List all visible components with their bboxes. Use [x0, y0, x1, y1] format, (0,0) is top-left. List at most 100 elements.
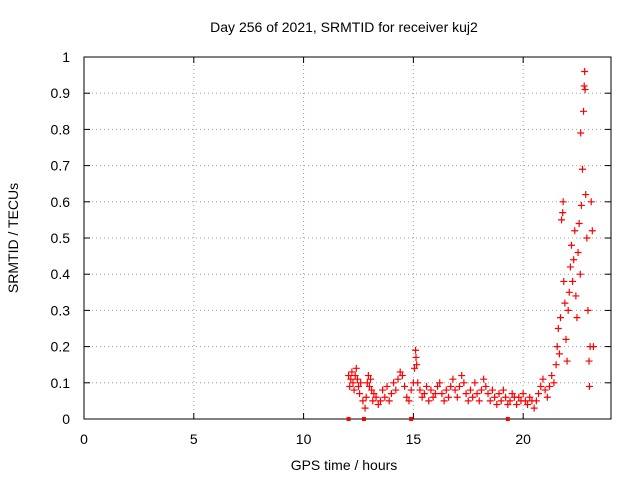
data-point	[451, 386, 459, 394]
data-point	[460, 379, 468, 387]
data-point	[420, 390, 428, 398]
data-point	[558, 216, 566, 224]
x-tick-label: 10	[296, 431, 312, 447]
data-point	[499, 386, 507, 394]
y-tick-label: 0.3	[51, 302, 71, 318]
data-point	[539, 375, 547, 383]
data-point	[473, 390, 481, 398]
y-tick-label: 1	[62, 49, 70, 65]
data-point	[376, 397, 384, 405]
data-point	[569, 277, 577, 285]
data-point	[410, 364, 418, 372]
data-point	[548, 372, 556, 380]
y-tick-label: 0.7	[51, 158, 71, 174]
data-point	[357, 379, 365, 387]
data-point	[502, 393, 510, 401]
data-point	[414, 379, 422, 387]
data-point	[541, 386, 549, 394]
data-point	[362, 393, 370, 401]
data-point	[349, 379, 357, 387]
chart-title: Day 256 of 2021, SRMTID for receiver kuj…	[210, 19, 478, 35]
data-point	[583, 234, 591, 242]
data-point	[466, 386, 474, 394]
data-point	[493, 401, 501, 409]
data-point	[352, 364, 360, 372]
axis-marker	[409, 417, 414, 421]
data-point	[576, 270, 584, 278]
data-point	[532, 397, 540, 405]
data-point	[398, 372, 406, 380]
data-point	[552, 361, 560, 369]
data-point	[559, 209, 567, 217]
x-axis-label: GPS time / hours	[291, 457, 398, 473]
data-point	[588, 227, 596, 235]
y-tick-label: 0.8	[51, 121, 71, 137]
data-point	[513, 401, 521, 409]
data-point	[438, 390, 446, 398]
data-point	[412, 346, 420, 354]
data-point	[434, 382, 442, 390]
data-point	[567, 241, 575, 249]
data-point	[396, 368, 404, 376]
axis-markers	[346, 417, 510, 421]
data-point	[497, 397, 505, 405]
data-point	[436, 379, 444, 387]
data-point	[431, 390, 439, 398]
data-point	[405, 397, 413, 405]
data-point	[546, 382, 554, 390]
data-point	[462, 390, 470, 398]
data-point	[577, 129, 585, 137]
data-point	[580, 82, 588, 90]
data-point	[440, 397, 448, 405]
data-point	[543, 393, 551, 401]
data-point	[392, 386, 400, 394]
data-point	[383, 382, 391, 390]
data-point	[526, 393, 534, 401]
data-point	[416, 386, 424, 394]
data-point	[537, 382, 545, 390]
data-point	[413, 361, 421, 369]
data-point	[407, 386, 415, 394]
y-tick-label: 0.5	[51, 230, 71, 246]
data-point	[363, 379, 371, 387]
y-tick-label: 0.1	[51, 375, 71, 391]
data-point	[412, 353, 420, 361]
data-point	[418, 393, 426, 401]
x-tick-label: 0	[80, 431, 88, 447]
data-point	[346, 382, 354, 390]
data-point	[354, 382, 362, 390]
data-point	[504, 401, 512, 409]
data-point	[425, 397, 433, 405]
data-point	[563, 357, 571, 365]
data-point	[555, 350, 563, 358]
data-point	[572, 292, 580, 300]
data-point	[559, 198, 567, 206]
data-point	[372, 393, 380, 401]
data-point	[390, 379, 398, 387]
data-point	[427, 386, 435, 394]
axis-marker	[505, 417, 510, 421]
data-point	[580, 107, 588, 115]
data-point	[350, 386, 358, 394]
data-point	[515, 393, 523, 401]
data-point	[577, 201, 585, 209]
data-point	[475, 397, 483, 405]
data-point	[403, 393, 411, 401]
y-tick-label: 0.4	[51, 266, 71, 282]
data-point	[453, 393, 461, 401]
x-tick-label: 20	[515, 431, 531, 447]
data-point	[564, 306, 572, 314]
data-point	[587, 198, 595, 206]
axis-marker	[361, 417, 366, 421]
data-point	[574, 248, 582, 256]
data-point	[560, 277, 568, 285]
axis-marker	[346, 417, 351, 421]
data-points	[345, 67, 597, 412]
data-point	[535, 390, 543, 398]
data-point	[351, 372, 359, 380]
data-point	[589, 343, 597, 351]
data-point	[379, 386, 387, 394]
data-point	[524, 401, 532, 409]
data-point	[464, 397, 472, 405]
